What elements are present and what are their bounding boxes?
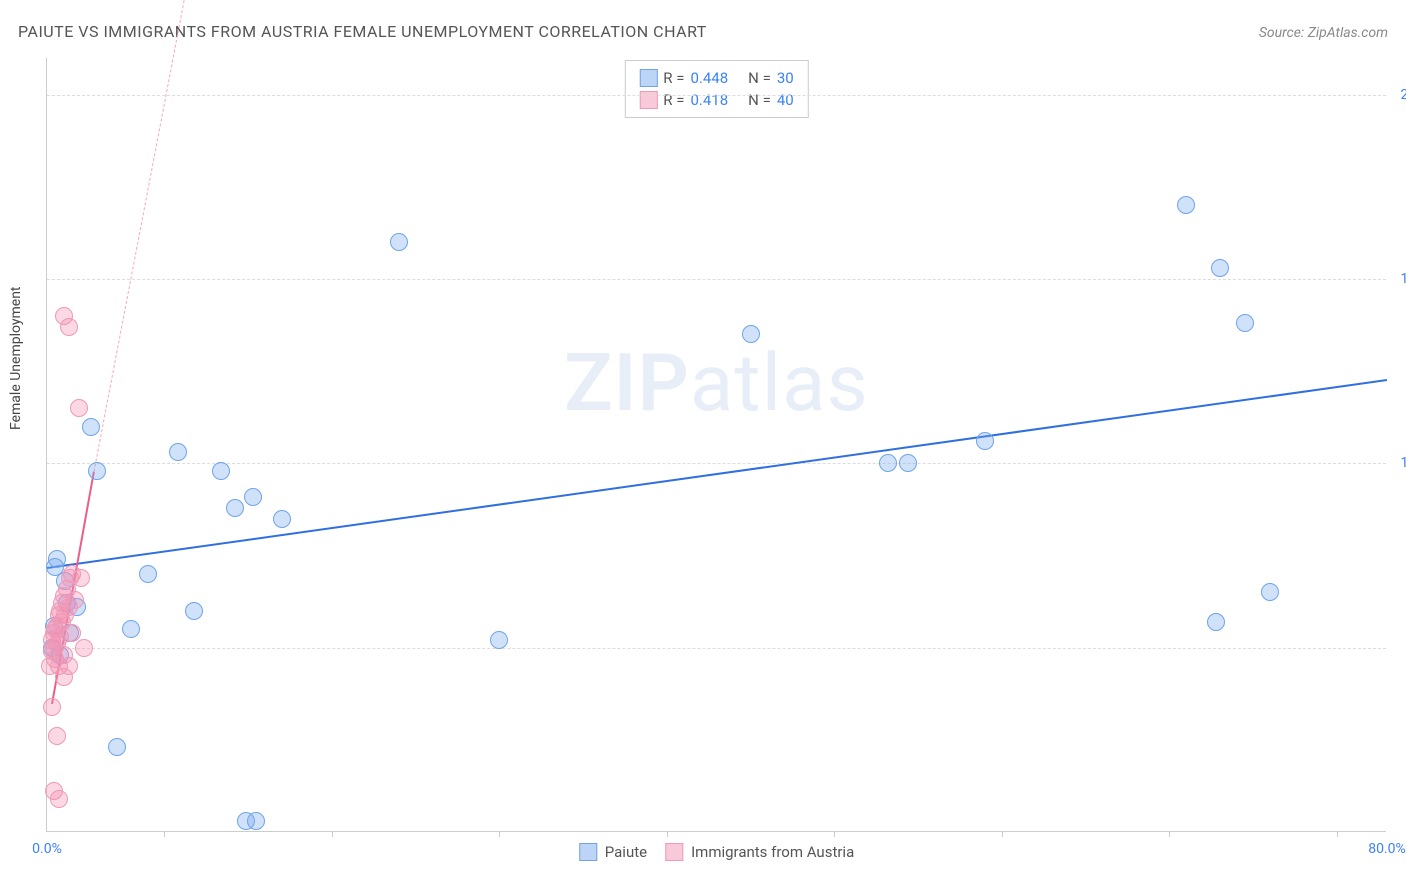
data-point: [899, 454, 917, 472]
data-point: [247, 812, 265, 830]
y-tick-label: 15.0%: [1400, 271, 1406, 287]
y-axis-title: Female Unemployment: [8, 286, 24, 430]
legend-item: Paiute: [579, 843, 647, 861]
data-point: [226, 499, 244, 517]
legend-stat-row: R = 0.448N = 30: [639, 67, 793, 89]
x-tick-mark: [164, 831, 165, 837]
data-point: [390, 233, 408, 251]
data-point: [72, 569, 90, 587]
data-point: [490, 631, 508, 649]
data-point: [1207, 613, 1225, 631]
y-tick-label: 20.0%: [1400, 87, 1406, 103]
x-tick-mark: [1337, 831, 1338, 837]
data-point: [1177, 196, 1195, 214]
data-point: [88, 462, 106, 480]
x-tick-label: 0.0%: [32, 841, 62, 857]
data-point: [122, 620, 140, 638]
data-point: [742, 325, 760, 343]
legend-label: Immigrants from Austria: [691, 843, 854, 861]
correlation-legend: R = 0.448N = 30R = 0.418N = 40: [624, 60, 808, 118]
data-point: [75, 639, 93, 657]
data-point: [43, 698, 61, 716]
legend-stat-row: R = 0.418N = 40: [639, 89, 793, 111]
data-point: [139, 565, 157, 583]
x-tick-mark: [667, 831, 668, 837]
legend-swatch: [639, 91, 657, 109]
data-point: [60, 318, 78, 336]
data-point: [1236, 314, 1254, 332]
data-point: [1261, 583, 1279, 601]
gridline-h: [47, 648, 1386, 649]
data-point: [244, 488, 262, 506]
legend-item: Immigrants from Austria: [665, 843, 854, 861]
x-tick-label: 80.0%: [1368, 841, 1406, 857]
x-tick-mark: [834, 831, 835, 837]
legend-swatch: [639, 69, 657, 87]
data-point: [82, 418, 100, 436]
chart-title: PAIUTE VS IMMIGRANTS FROM AUSTRIA FEMALE…: [18, 22, 707, 41]
data-point: [60, 657, 78, 675]
data-point: [169, 443, 187, 461]
chart-plot-area: ZIPatlas R = 0.448N = 30R = 0.418N = 40 …: [46, 58, 1386, 832]
y-tick-label: 10.0%: [1400, 455, 1406, 471]
data-point: [976, 432, 994, 450]
legend-label: Paiute: [605, 843, 647, 861]
x-tick-mark: [1169, 831, 1170, 837]
data-point: [185, 602, 203, 620]
data-point: [212, 462, 230, 480]
data-point: [66, 591, 84, 609]
legend-swatch: [665, 843, 683, 861]
series-legend: Paiute Immigrants from Austria: [579, 843, 854, 861]
data-point: [273, 510, 291, 528]
trend-line: [93, 0, 201, 471]
gridline-h: [47, 463, 1386, 464]
watermark: ZIPatlas: [564, 336, 869, 430]
gridline-h: [47, 279, 1386, 280]
data-point: [879, 454, 897, 472]
x-tick-mark: [332, 831, 333, 837]
source-label: Source: ZipAtlas.com: [1259, 25, 1388, 41]
data-point: [70, 399, 88, 417]
data-point: [50, 790, 68, 808]
data-point: [108, 738, 126, 756]
trend-line: [47, 379, 1387, 569]
gridline-h: [47, 95, 1386, 96]
data-point: [1211, 259, 1229, 277]
data-point: [48, 727, 66, 745]
x-tick-mark: [499, 831, 500, 837]
legend-swatch: [579, 843, 597, 861]
x-tick-mark: [1002, 831, 1003, 837]
